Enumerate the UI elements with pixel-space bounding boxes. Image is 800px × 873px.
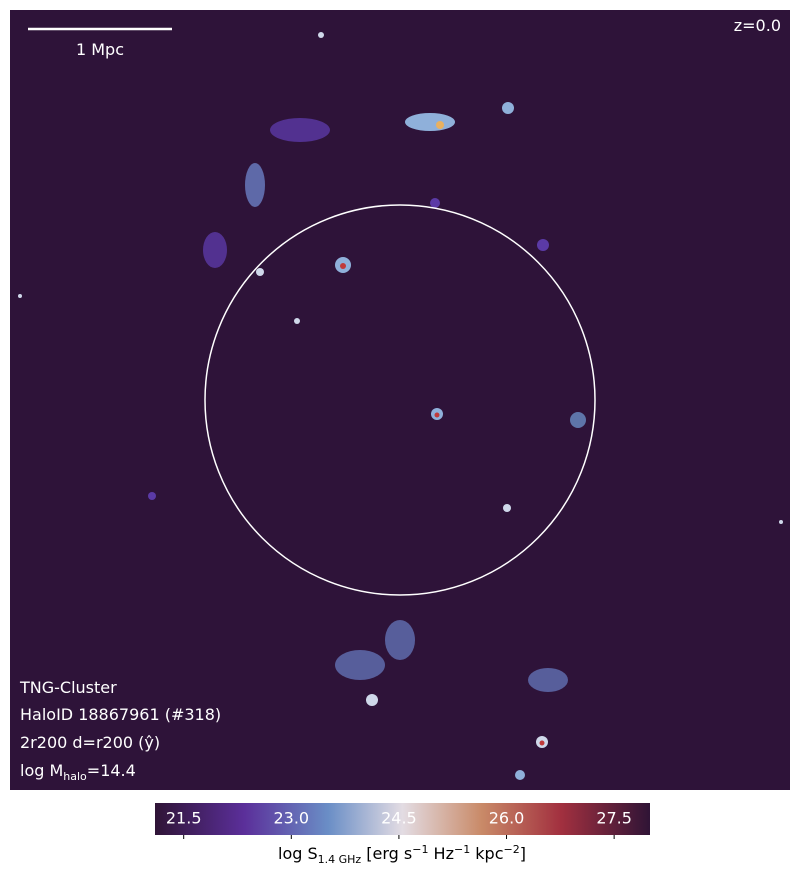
map-background bbox=[10, 10, 790, 790]
emission-blob bbox=[515, 770, 525, 780]
emission-blob bbox=[539, 740, 545, 746]
mass-label: log Mhalo=14.4 bbox=[20, 761, 136, 783]
emission-blob bbox=[203, 232, 227, 268]
emission-blob bbox=[436, 121, 444, 129]
emission-blob bbox=[503, 504, 511, 512]
scale-label: 1 Mpc bbox=[76, 40, 124, 59]
info-line: 2r200 d=r200 (ŷ) bbox=[20, 733, 160, 752]
superscript: −1 bbox=[412, 843, 428, 856]
emission-blob bbox=[779, 520, 783, 524]
emission-blob bbox=[318, 32, 324, 38]
info-line: HaloID 18867961 (#318) bbox=[20, 705, 221, 724]
text-part: ] bbox=[520, 844, 526, 863]
colorbar-tick-label: 21.5 bbox=[166, 809, 202, 828]
subscript: halo bbox=[63, 770, 87, 783]
colorbar bbox=[155, 803, 650, 835]
emission-blob bbox=[366, 694, 378, 706]
text-part: =14.4 bbox=[87, 761, 136, 780]
colorbar-tick-label: 27.5 bbox=[596, 809, 632, 828]
text-part: Hz bbox=[428, 844, 454, 863]
text-part: kpc bbox=[470, 844, 503, 863]
colorbar-tick-label: 24.5 bbox=[381, 809, 417, 828]
emission-blob bbox=[385, 620, 415, 660]
emission-blob bbox=[340, 263, 346, 269]
text-part: log M bbox=[20, 761, 63, 780]
emission-blob bbox=[148, 492, 156, 500]
r200-circle bbox=[204, 204, 596, 596]
emission bbox=[18, 32, 783, 780]
text-part: log S bbox=[278, 844, 318, 863]
emission-blob bbox=[502, 102, 514, 114]
redshift-label: z=0.0 bbox=[734, 16, 781, 35]
superscript: −2 bbox=[504, 843, 520, 856]
emission-blob bbox=[18, 294, 22, 298]
text-part: [erg s bbox=[361, 844, 412, 863]
colorbar-tick-label: 23.0 bbox=[273, 809, 309, 828]
emission-blob bbox=[294, 318, 300, 324]
info-line: TNG-Cluster bbox=[19, 678, 117, 697]
emission-blob bbox=[270, 118, 330, 142]
emission-blob bbox=[570, 412, 586, 428]
emission-blob bbox=[430, 198, 440, 208]
emission-blob bbox=[537, 239, 549, 251]
superscript: −1 bbox=[454, 843, 470, 856]
colorbar-tick-label: 26.0 bbox=[489, 809, 525, 828]
emission-blob bbox=[256, 268, 264, 276]
emission-blob bbox=[245, 163, 265, 207]
emission-blob bbox=[405, 113, 455, 131]
subscript: 1.4 GHz bbox=[318, 853, 362, 866]
emission-blob bbox=[335, 650, 385, 680]
emission-blob bbox=[528, 668, 568, 692]
colorbar-label: log S1.4 GHz [erg s−1 Hz−1 kpc−2] bbox=[278, 843, 526, 866]
emission-blob bbox=[434, 412, 440, 418]
